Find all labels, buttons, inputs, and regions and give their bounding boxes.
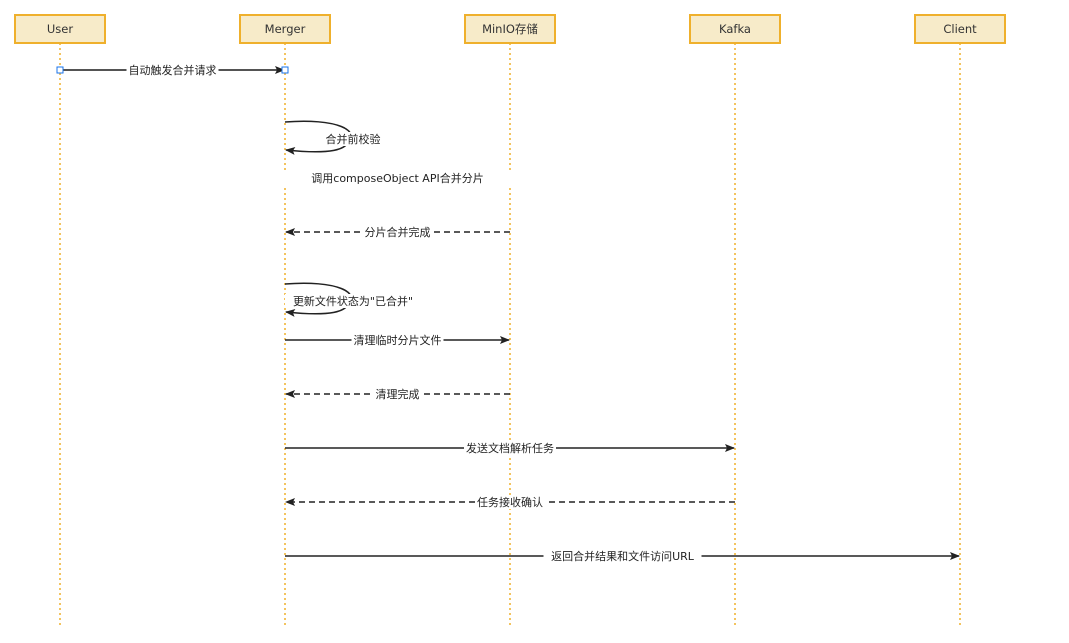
participant-label: Merger — [265, 22, 306, 36]
message-9[interactable]: 任务接收确认 — [285, 495, 735, 509]
participant-label: User — [47, 22, 73, 36]
message-label: 调用composeObject API合并分片 — [311, 171, 483, 185]
participant-label: Kafka — [719, 22, 751, 36]
participant-box[interactable] — [464, 14, 556, 44]
label-background — [475, 495, 545, 509]
message-label: 更新文件状态为"已合并" — [293, 294, 413, 308]
label-background — [464, 441, 556, 455]
participant-box[interactable] — [239, 14, 331, 44]
participant-user[interactable]: User — [14, 14, 106, 44]
selection-handle[interactable] — [56, 66, 64, 74]
label-background — [285, 294, 421, 308]
message-1[interactable]: 自动触发合并请求 — [56, 63, 289, 77]
label-background — [126, 63, 219, 77]
message-8[interactable]: 发送文档解析任务 — [285, 441, 735, 455]
message-label: 自动触发合并请求 — [129, 63, 217, 77]
participant-client[interactable]: Client — [914, 14, 1006, 44]
label-background — [269, 171, 526, 185]
message-3[interactable]: 调用composeObject API合并分片 — [269, 171, 526, 185]
message-label: 分片合并完成 — [365, 225, 431, 239]
message-2[interactable]: 合并前校验 — [284, 120, 383, 155]
message-6[interactable]: 清理临时分片文件 — [285, 333, 510, 347]
label-background — [543, 549, 702, 563]
message-label: 合并前校验 — [326, 132, 381, 146]
message-label: 清理临时分片文件 — [354, 333, 442, 347]
message-10[interactable]: 返回合并结果和文件访问URL — [285, 549, 960, 563]
label-background — [362, 225, 433, 239]
participant-label: MinIO存储 — [482, 22, 538, 36]
label-background — [373, 387, 422, 401]
label-background — [323, 132, 383, 146]
participant-box[interactable] — [914, 14, 1006, 44]
message-label: 清理完成 — [376, 387, 420, 401]
message-label: 返回合并结果和文件访问URL — [551, 549, 695, 563]
selection-handle[interactable] — [281, 66, 289, 74]
participant-minio[interactable]: MinIO存储 — [464, 14, 556, 44]
participant-label: Client — [943, 22, 977, 36]
label-background — [351, 333, 444, 347]
message-4[interactable]: 分片合并完成 — [285, 225, 510, 239]
message-5[interactable]: 更新文件状态为"已合并" — [284, 282, 421, 317]
participant-kafka[interactable]: Kafka — [689, 14, 781, 44]
participant-merger[interactable]: Merger — [239, 14, 331, 44]
message-label: 任务接收确认 — [477, 495, 543, 509]
participant-box[interactable] — [689, 14, 781, 44]
message-7[interactable]: 清理完成 — [285, 387, 510, 401]
participant-box[interactable] — [14, 14, 106, 44]
message-label: 发送文档解析任务 — [466, 441, 554, 455]
